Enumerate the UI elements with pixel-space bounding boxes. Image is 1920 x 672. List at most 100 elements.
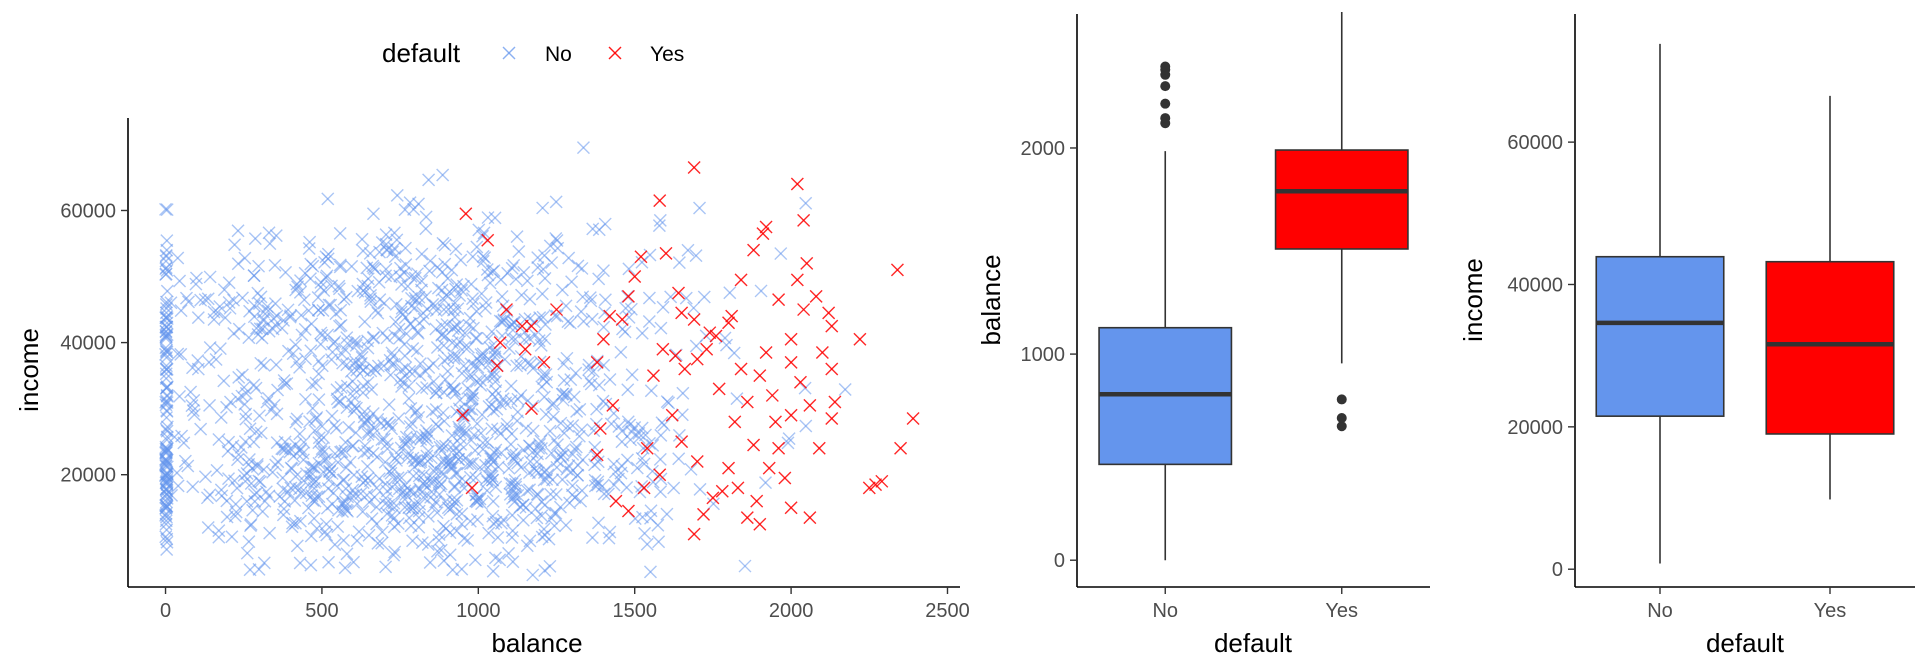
scatter-point-no [268,297,282,311]
scatter-x-tick-label: 0 [160,600,171,622]
scatter-point-no [310,521,324,535]
scatter-point-no [223,395,237,409]
scatter-point-no [441,364,455,378]
scatter-point-no [464,357,478,371]
scatter-point-no [325,279,339,293]
scatter-point-no [506,451,520,465]
scatter-point-no [549,195,563,209]
scatter-point-no [247,269,261,283]
scatter-point-no [275,442,289,456]
scatter-point-no [502,342,516,355]
scatter-point-no [607,478,621,492]
scatter-point-no [546,473,560,487]
scatter-point-no [391,517,405,531]
scatter-point-no [480,484,494,498]
scatter-point-no [489,345,503,359]
scatter-point-no [546,410,560,424]
scatter-point-no [544,446,558,460]
scatter-point-no [536,368,550,382]
scatter-point-no [293,556,307,570]
scatter-point-no [430,544,444,558]
scatter-point-no [238,251,252,265]
scatter-point-no [607,457,621,471]
scatter-point-no [507,258,521,272]
scatter-point-no [380,442,394,456]
scatter-point-no [332,282,346,296]
scatter-point-no [654,472,668,486]
scatter-point-no [469,374,483,388]
scatter-point-no [248,232,262,246]
scatter-point-no [422,427,436,441]
scatter-point-no [502,546,516,560]
scatter-point-no [517,265,531,279]
scatter-point-no [550,460,564,474]
scatter-point-no [319,271,333,285]
scatter-point-no [782,432,796,446]
scatter-point-no [486,564,500,578]
legend-key-no [502,46,516,60]
scatter-point-yes [768,415,782,429]
scatter-point-no [404,291,418,305]
scatter-point-no [408,364,422,378]
scatter-point-no [672,452,686,466]
scatter-point-no [221,444,235,458]
scatter-point-no [485,325,499,339]
scatter-point-no [451,324,465,338]
scatter-point-no [452,420,466,434]
scatter-point-no [575,423,589,437]
scatter-point-no [202,355,216,369]
scatter-point-yes [894,441,908,455]
scatter-point-no [293,285,307,299]
scatter-point-no [287,449,301,463]
scatter-point-no [242,331,256,345]
scatter-point-no [318,453,332,467]
scatter-point-no [385,358,399,372]
scatter-point-no [476,229,490,243]
scatter-point-no [315,328,329,342]
scatter-point-no [242,535,256,549]
scatter-point-no [320,269,334,283]
scatter-point-no [554,416,568,430]
scatter-point-no [262,226,276,240]
scatter-point-yes [906,412,920,426]
scatter-point-no [493,397,507,411]
scatter-point-no [727,346,741,360]
scatter-point-no [309,376,323,390]
scatter-point-no [406,342,420,356]
scatter-point-no [798,381,812,395]
scatter-point-no [493,427,507,441]
scatter-point-no [723,286,737,300]
income-y-ticks: 0 20000 40000 60000 [1507,132,1575,581]
scatter-point-yes [828,395,842,409]
scatter-point-no [547,433,561,447]
scatter-point-no [422,173,436,187]
scatter-point-no [537,390,551,404]
scatter-point-yes [653,468,667,482]
scatter-point-no [271,455,285,469]
scatter-point-no [538,498,552,512]
scatter-point-no [582,358,596,372]
scatter-point-no [473,492,487,506]
scatter-point-no [249,425,263,439]
scatter-point-yes [637,481,651,495]
scatter-point-no [231,453,244,467]
scatter-point-no [526,568,540,582]
scatter-point-yes [762,461,776,475]
scatter-point-no [597,487,611,501]
scatter-point-no [393,373,407,387]
scatter-point-no [693,482,707,496]
balance-y-title: balance [976,254,1006,345]
scatter-point-no [187,408,201,422]
scatter-point-no [368,262,382,276]
scatter-point-no [576,141,590,155]
scatter-point-no [638,526,652,540]
scatter-point-yes [812,441,826,455]
scatter-point-no [222,295,236,309]
scatter-point-no [376,326,390,340]
scatter-point-no [510,414,524,428]
scatter-point-no [427,375,441,389]
scatter-point-no [510,230,524,244]
scatter-point-no [532,441,546,455]
scatter-point-no [276,471,290,485]
scatter-point-no [327,418,341,432]
